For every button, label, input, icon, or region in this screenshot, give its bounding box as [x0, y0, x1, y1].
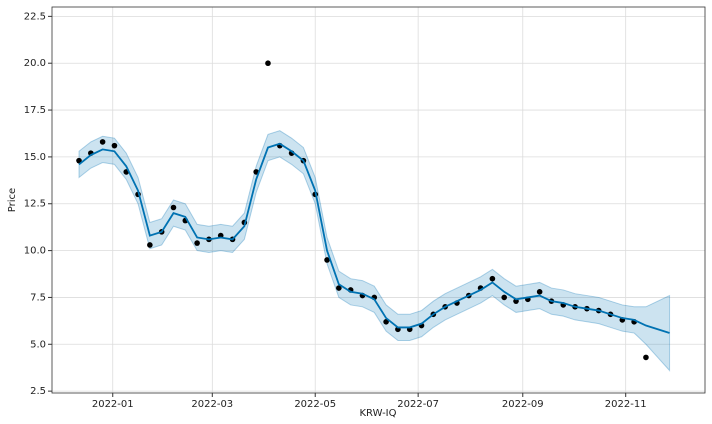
- x-tick-label: 2022-07: [397, 399, 439, 410]
- y-tick-label: 15.0: [24, 152, 46, 163]
- x-tick-label: 2022-05: [294, 399, 336, 410]
- observed-point: [111, 142, 118, 149]
- observed-point: [99, 139, 106, 145]
- y-tick-label: 10.0: [24, 246, 46, 257]
- y-tick-label: 20.0: [24, 58, 46, 69]
- y-tick-label: 12.5: [24, 199, 46, 210]
- x-tick-label: 2022-01: [92, 399, 134, 410]
- uncertainty-band: [78, 130, 671, 372]
- observed-point: [501, 294, 508, 301]
- y-tick-label: 7.5: [30, 292, 46, 303]
- observed-point: [324, 257, 330, 263]
- y-tick-label: 22.5: [24, 11, 46, 22]
- y-tick-label: 17.5: [24, 105, 46, 116]
- plot-frame: [51, 6, 706, 394]
- x-axis-label: KRW-IQ: [359, 408, 396, 419]
- observed-point: [336, 285, 342, 291]
- y-axis-label: Price: [7, 188, 18, 212]
- y-tick-label: 5.0: [30, 339, 46, 350]
- x-tick-label: 2022-09: [502, 399, 544, 410]
- observed-point: [194, 240, 200, 246]
- x-tick-label: 2022-11: [605, 399, 647, 410]
- observed-point: [643, 354, 649, 361]
- observed-point: [536, 289, 543, 295]
- observed-point: [170, 204, 177, 211]
- observed-point: [147, 242, 153, 248]
- observed-point: [265, 60, 271, 67]
- observed-point: [489, 275, 496, 282]
- observed-point: [76, 157, 82, 164]
- forecast-line: [78, 142, 670, 334]
- y-tick-label: 2.5: [30, 386, 46, 397]
- observed-point: [383, 318, 389, 325]
- x-tick-label: 2022-03: [191, 399, 233, 410]
